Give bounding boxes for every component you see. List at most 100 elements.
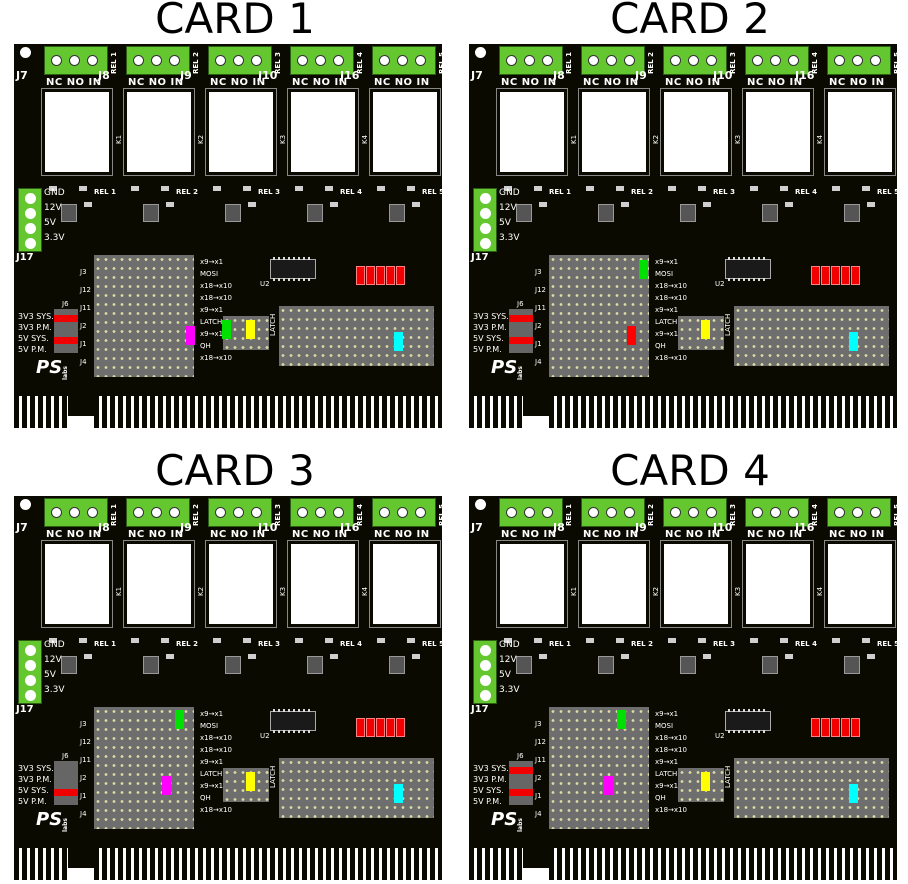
terminal-label: J16 [795, 521, 815, 534]
j6-jumper-block[interactable] [509, 761, 533, 805]
jumper-cap[interactable] [701, 772, 710, 791]
smd-part [248, 202, 256, 207]
terminal-screw-icon [151, 507, 162, 518]
rel-label-small: REL 3 [258, 640, 280, 648]
jumper-cap[interactable] [394, 332, 403, 351]
terminal-block [581, 498, 645, 527]
jumper-cap[interactable] [222, 320, 231, 339]
j6-jumper-block[interactable] [54, 309, 78, 353]
terminal-label: J8 [553, 521, 565, 534]
smd-part [698, 186, 706, 191]
terminal-screw-icon [670, 55, 681, 66]
smd-part [780, 186, 788, 191]
terminal-block [290, 498, 354, 527]
terminal-pins: NC NO IN [583, 77, 639, 88]
terminal-screw-icon [480, 223, 491, 234]
card-title: CARD 3 [155, 446, 315, 495]
brand-logo-sub: labs [62, 818, 69, 832]
j6-option-label: 5V SYS. [18, 334, 49, 343]
signal-label: MOSI [655, 722, 674, 730]
jumper-cap[interactable] [701, 320, 710, 339]
j6-option-label: 5V SYS. [473, 334, 504, 343]
smd-part [161, 638, 169, 643]
rel-label-small: REL 4 [795, 188, 817, 196]
smd-part [407, 186, 415, 191]
jumper-cap[interactable] [246, 320, 255, 339]
terminal-block [208, 46, 272, 75]
terminal-screw-icon [69, 507, 80, 518]
jumper-cap[interactable] [849, 784, 858, 803]
terminal-label: J8 [98, 69, 110, 82]
smd-part [621, 202, 629, 207]
jumper-cap[interactable] [639, 260, 648, 279]
jumper-cap[interactable] [186, 326, 195, 345]
relay-k [123, 88, 195, 176]
header-label: J11 [80, 304, 91, 312]
rel-label: REL 2 [647, 52, 655, 74]
jumper-cap[interactable] [849, 332, 858, 351]
header-label: J12 [80, 738, 91, 746]
jumper-cap[interactable] [175, 710, 184, 729]
header-label: J2 [535, 774, 542, 782]
relay-k [369, 540, 441, 628]
jumper-cap[interactable] [246, 772, 255, 791]
relay-k [287, 540, 359, 628]
j6-option-label: 5V P.M. [473, 797, 502, 806]
relay-indicator [356, 266, 365, 285]
terminal-screw-icon [251, 55, 262, 66]
terminal-screw-icon [397, 55, 408, 66]
terminal-screw-icon [870, 507, 881, 518]
transistor [516, 204, 532, 222]
relay-k [41, 540, 113, 628]
terminal-screw-icon [25, 223, 36, 234]
rel-label-small: REL 1 [94, 188, 116, 196]
j6-jumper-block[interactable] [54, 761, 78, 805]
signal-label: x18→x10 [655, 806, 687, 814]
terminal-label: J8 [553, 69, 565, 82]
signal-label: x9→x1 [655, 258, 679, 266]
terminal-screw-icon [397, 507, 408, 518]
terminal-screw-icon [588, 507, 599, 518]
terminal-screw-icon [506, 55, 517, 66]
transistor [844, 204, 860, 222]
smd-part [750, 638, 758, 643]
transistor [61, 204, 77, 222]
smd-part [84, 202, 92, 207]
pcb-board: J7 REL 1 NC NO IN K1 REL 1 J8 REL 2 NC NO IN K2 R… [14, 44, 451, 428]
mounting-hole [20, 47, 31, 58]
rel-label: REL 5 [893, 504, 901, 526]
brand-logo: PS [491, 357, 518, 378]
smd-part [412, 202, 420, 207]
mounting-hole [475, 499, 486, 510]
smd-part [84, 654, 92, 659]
terminal-label: J9 [180, 521, 192, 534]
jumper-cap[interactable] [394, 784, 403, 803]
terminal-pins: NC NO IN [292, 77, 348, 88]
signal-label: x18→x10 [200, 746, 232, 754]
jumper-cap[interactable] [162, 776, 171, 795]
smd-part [504, 638, 512, 643]
smd-part [49, 638, 57, 643]
signal-label: x18→x10 [655, 734, 687, 742]
terminal-screw-icon [688, 507, 699, 518]
card-title: CARD 1 [155, 0, 315, 43]
edge-connector-small [469, 396, 523, 428]
jumper-cap[interactable] [604, 776, 613, 795]
terminal-screw-icon [542, 55, 553, 66]
j6-jumper-block[interactable] [509, 309, 533, 353]
smd-part [330, 202, 338, 207]
smd-part [377, 638, 385, 643]
j6-cap [509, 789, 533, 796]
terminal-screw-icon [169, 55, 180, 66]
j6-label: J6 [517, 752, 524, 760]
smd-part [79, 638, 87, 643]
jumper-cap[interactable] [627, 326, 636, 345]
brand-logo-sub: labs [517, 366, 524, 380]
terminal-pins: NC NO IN [210, 77, 266, 88]
relay-label: K4 [816, 134, 824, 144]
terminal-block [499, 498, 563, 527]
rel-label-small: REL 5 [422, 188, 444, 196]
terminal-pins: NC NO IN [374, 529, 430, 540]
terminal-pins: NC NO IN [665, 77, 721, 88]
jumper-cap[interactable] [617, 710, 626, 729]
